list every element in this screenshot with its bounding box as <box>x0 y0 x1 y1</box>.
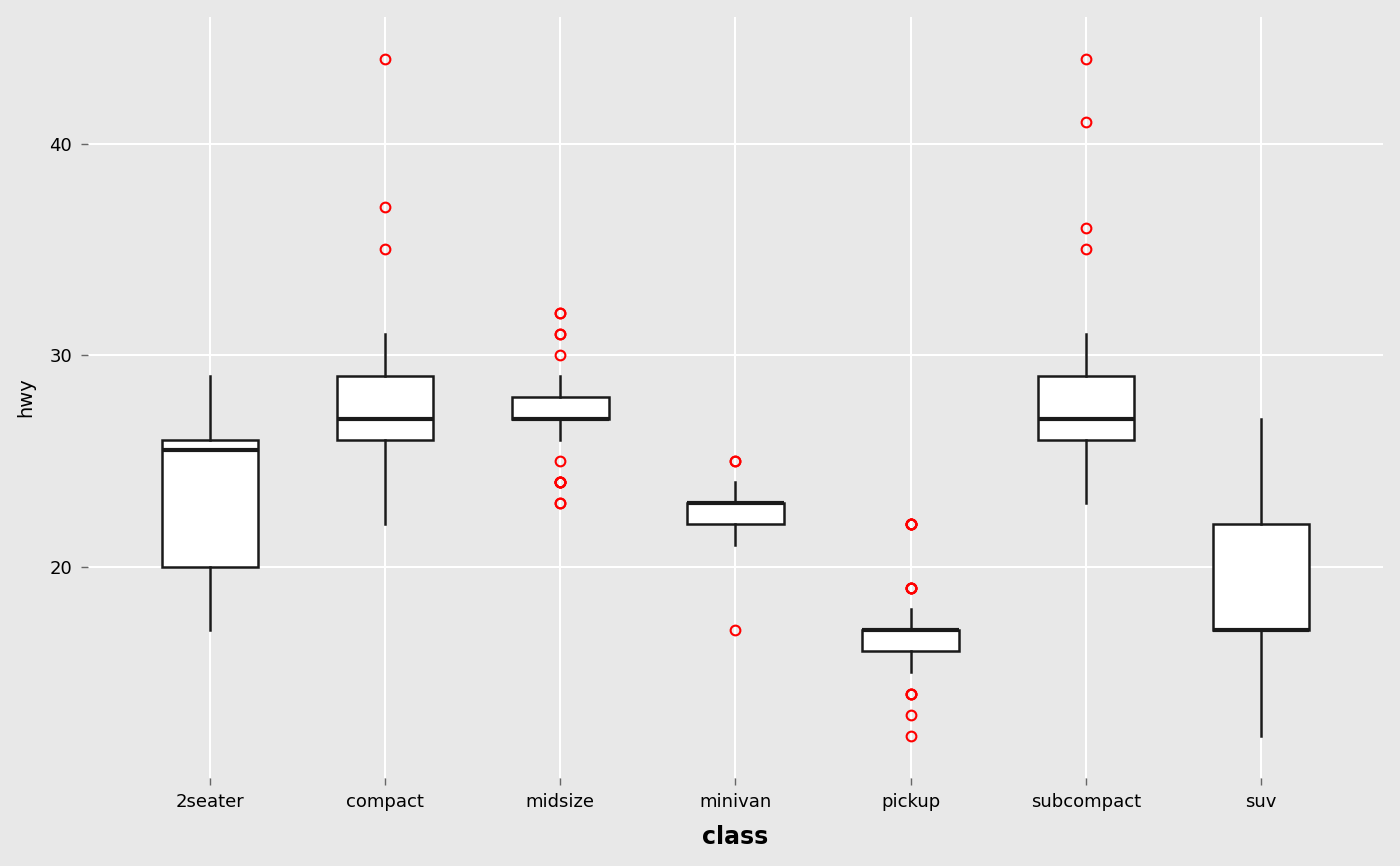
PathPatch shape <box>162 440 259 566</box>
PathPatch shape <box>862 630 959 651</box>
PathPatch shape <box>1037 376 1134 440</box>
PathPatch shape <box>1212 524 1309 630</box>
PathPatch shape <box>512 397 609 418</box>
PathPatch shape <box>337 376 434 440</box>
X-axis label: class: class <box>703 825 769 850</box>
PathPatch shape <box>687 503 784 524</box>
Y-axis label: hwy: hwy <box>17 378 35 417</box>
